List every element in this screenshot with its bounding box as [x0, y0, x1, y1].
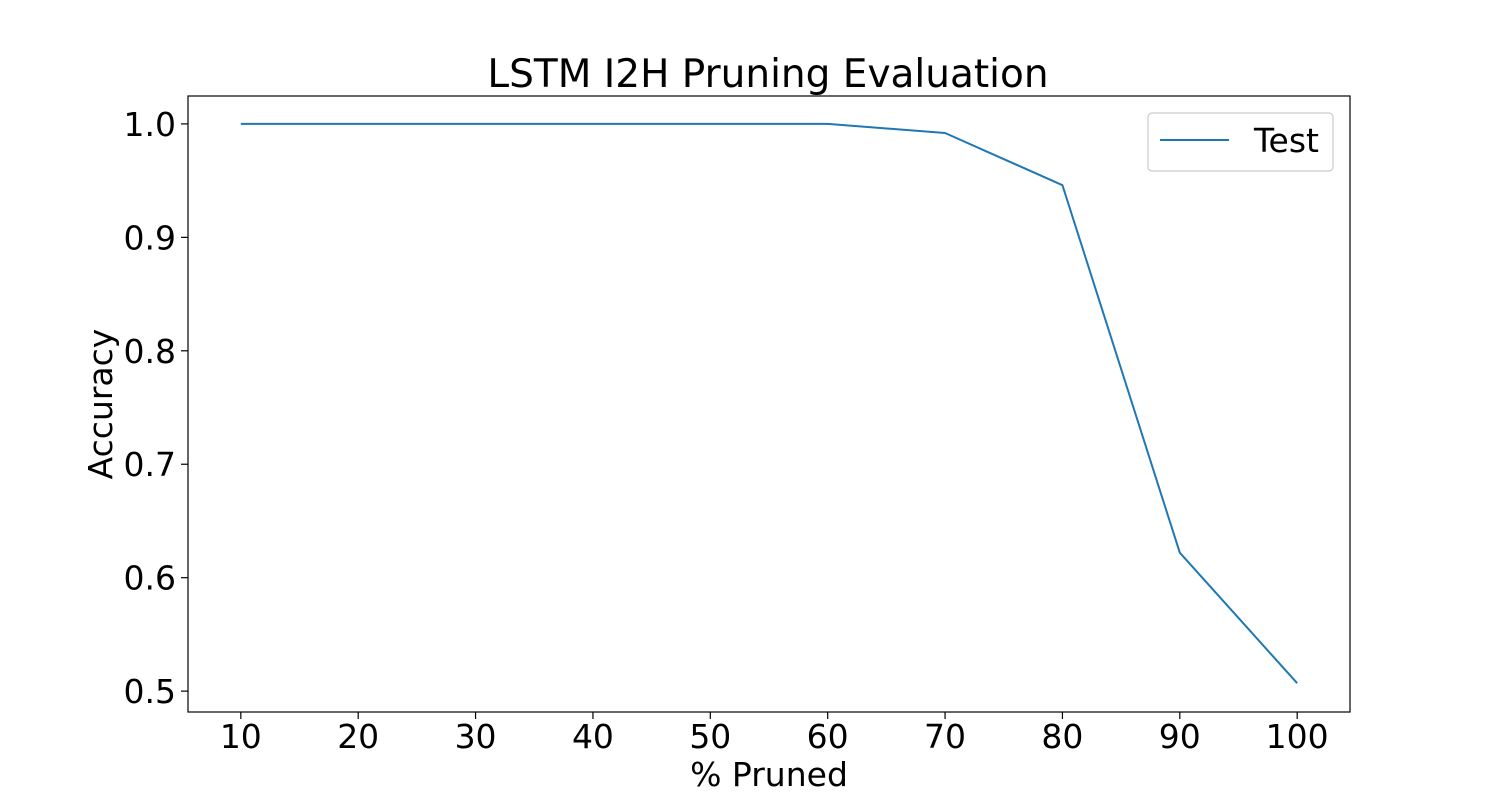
x-tick-label: 20	[337, 717, 379, 756]
x-tick-label: 30	[455, 717, 497, 756]
chart-title: LSTM I2H Pruning Evaluation	[487, 52, 1048, 97]
x-tick-label: 100	[1266, 717, 1329, 756]
x-tick-label: 50	[689, 717, 731, 756]
x-tick-label: 60	[807, 717, 849, 756]
y-tick-label: 0.6	[124, 559, 176, 598]
x-tick-label: 90	[1159, 717, 1201, 756]
y-axis: 0.5 0.6 0.7 0.8 0.9 1.0	[124, 105, 188, 711]
x-tick-label: 40	[572, 717, 614, 756]
legend-box	[1147, 112, 1334, 172]
y-tick-label: 1.0	[124, 105, 176, 144]
y-tick-label: 0.7	[124, 445, 176, 484]
y-axis-label: Accuracy	[81, 329, 120, 480]
x-axis-label: % Pruned	[690, 755, 848, 794]
x-axis: 10 20 30 40 50 60 70 80 90 100	[220, 712, 1329, 756]
x-tick-label: 10	[220, 717, 262, 756]
y-tick-label: 0.8	[124, 332, 176, 371]
series-layer	[240, 122, 1298, 684]
x-tick-label: 80	[1041, 717, 1083, 756]
series-line-test	[240, 122, 1298, 684]
x-tick-label: 70	[924, 717, 966, 756]
y-tick-label: 0.9	[124, 218, 176, 257]
legend: Test	[1147, 112, 1334, 172]
y-tick-label: 0.5	[124, 672, 176, 711]
plot-area	[187, 95, 1351, 713]
legend-label-test: Test	[1253, 121, 1319, 160]
